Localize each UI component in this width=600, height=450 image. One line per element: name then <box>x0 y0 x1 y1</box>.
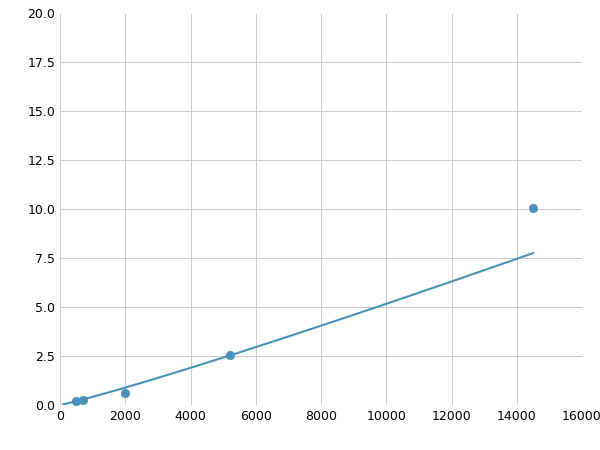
Point <box>78 396 88 404</box>
Point <box>71 398 81 405</box>
Point <box>121 390 130 397</box>
Point <box>528 205 538 212</box>
Point <box>225 351 235 359</box>
